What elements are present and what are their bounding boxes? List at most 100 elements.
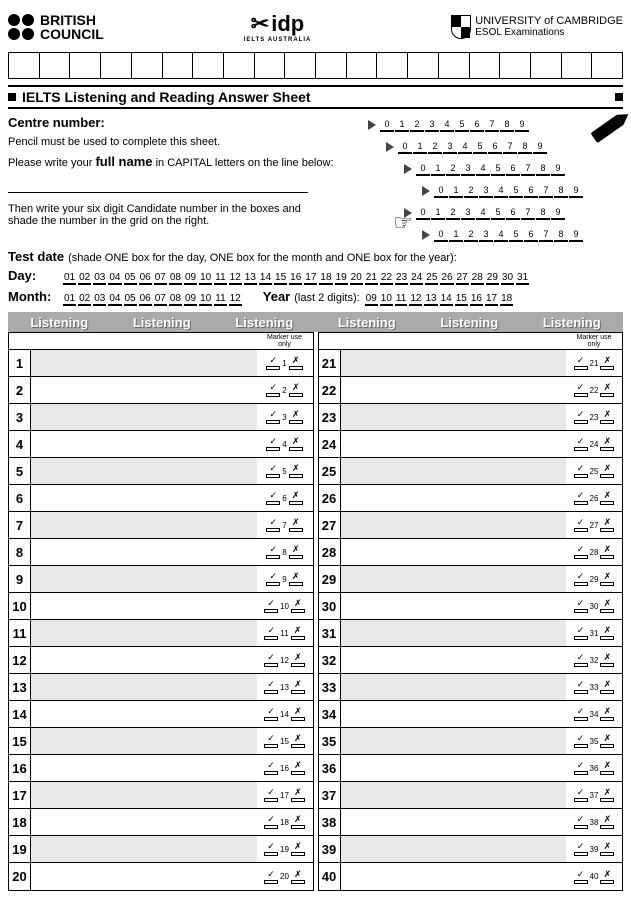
digit-bubble[interactable]: 3 <box>443 141 457 154</box>
digit-bubble[interactable]: 0 <box>434 185 448 198</box>
date-bubble[interactable]: 22 <box>380 272 393 285</box>
digit-bubble[interactable]: 5 <box>491 207 505 220</box>
answer-field[interactable] <box>31 674 257 700</box>
name-cell[interactable] <box>70 53 101 79</box>
answer-field[interactable] <box>31 431 257 457</box>
answer-field[interactable] <box>31 404 257 430</box>
digit-bubble[interactable]: 8 <box>554 229 568 242</box>
digit-bubble[interactable]: 5 <box>455 119 469 132</box>
digit-bubble[interactable]: 7 <box>539 229 553 242</box>
digit-bubble[interactable]: 3 <box>461 207 475 220</box>
name-cell[interactable] <box>132 53 163 79</box>
digit-bubble[interactable]: 3 <box>479 229 493 242</box>
date-bubble[interactable]: 06 <box>139 272 152 285</box>
date-bubble[interactable]: 24 <box>410 272 423 285</box>
date-bubble[interactable]: 13 <box>244 272 257 285</box>
name-cell[interactable] <box>470 53 501 79</box>
digit-bubble[interactable]: 4 <box>458 141 472 154</box>
answer-field[interactable] <box>31 512 257 538</box>
date-bubble[interactable]: 11 <box>214 272 226 285</box>
digit-bubble[interactable]: 9 <box>569 185 583 198</box>
answer-field[interactable] <box>341 782 567 808</box>
digit-bubble[interactable]: 6 <box>488 141 502 154</box>
digit-bubble[interactable]: 3 <box>461 163 475 176</box>
digit-bubble[interactable]: 7 <box>503 141 517 154</box>
digit-bubble[interactable]: 9 <box>569 229 583 242</box>
date-bubble[interactable]: 28 <box>471 272 484 285</box>
date-bubble[interactable]: 08 <box>169 293 182 306</box>
date-bubble[interactable]: 17 <box>304 272 317 285</box>
date-bubble[interactable]: 01 <box>63 293 76 306</box>
digit-bubble[interactable]: 0 <box>416 163 430 176</box>
digit-bubble[interactable]: 4 <box>476 163 490 176</box>
date-bubble[interactable]: 05 <box>124 272 137 285</box>
digit-bubble[interactable]: 3 <box>425 119 439 132</box>
digit-bubble[interactable]: 9 <box>533 141 547 154</box>
digit-bubble[interactable]: 6 <box>506 207 520 220</box>
digit-bubble[interactable]: 6 <box>470 119 484 132</box>
digit-bubble[interactable]: 5 <box>473 141 487 154</box>
date-bubble[interactable]: 15 <box>274 272 287 285</box>
answer-field[interactable] <box>341 674 567 700</box>
name-line[interactable] <box>8 179 308 193</box>
digit-bubble[interactable]: 7 <box>539 185 553 198</box>
date-bubble[interactable]: 16 <box>470 293 483 306</box>
answer-field[interactable] <box>31 350 257 376</box>
date-bubble[interactable]: 13 <box>424 293 437 306</box>
digit-bubble[interactable]: 7 <box>521 207 535 220</box>
name-cell[interactable] <box>592 53 623 79</box>
date-bubble[interactable]: 31 <box>516 272 529 285</box>
digit-bubble[interactable]: 4 <box>440 119 454 132</box>
answer-field[interactable] <box>31 701 257 727</box>
date-bubble[interactable]: 25 <box>425 272 438 285</box>
answer-field[interactable] <box>31 458 257 484</box>
name-cell[interactable] <box>285 53 316 79</box>
answer-field[interactable] <box>31 755 257 781</box>
date-bubble[interactable]: 05 <box>124 293 137 306</box>
digit-bubble[interactable]: 5 <box>509 229 523 242</box>
digit-bubble[interactable]: 4 <box>476 207 490 220</box>
digit-bubble[interactable]: 0 <box>380 119 394 132</box>
date-bubble[interactable]: 03 <box>93 293 106 306</box>
date-bubble[interactable]: 09 <box>184 293 197 306</box>
date-bubble[interactable]: 03 <box>93 272 106 285</box>
name-cell[interactable] <box>224 53 255 79</box>
answer-field[interactable] <box>341 377 567 403</box>
date-bubble[interactable]: 09 <box>184 272 197 285</box>
date-bubble[interactable]: 18 <box>500 293 513 306</box>
answer-field[interactable] <box>341 647 567 673</box>
digit-bubble[interactable]: 8 <box>554 185 568 198</box>
answer-field[interactable] <box>31 566 257 592</box>
answer-field[interactable] <box>341 809 567 835</box>
answer-field[interactable] <box>31 485 257 511</box>
answer-field[interactable] <box>31 782 257 808</box>
digit-bubble[interactable]: 1 <box>395 119 409 132</box>
answer-field[interactable] <box>341 755 567 781</box>
digit-bubble[interactable]: 4 <box>494 185 508 198</box>
digit-bubble[interactable]: 2 <box>446 163 460 176</box>
name-cell[interactable] <box>316 53 347 79</box>
answer-field[interactable] <box>341 431 567 457</box>
date-bubble[interactable]: 11 <box>395 293 407 306</box>
date-bubble[interactable]: 30 <box>501 272 514 285</box>
name-cell[interactable] <box>255 53 286 79</box>
answer-field[interactable] <box>341 701 567 727</box>
digit-bubble[interactable]: 3 <box>479 185 493 198</box>
digit-bubble[interactable]: 6 <box>524 185 538 198</box>
digit-bubble[interactable]: 5 <box>509 185 523 198</box>
digit-bubble[interactable]: 1 <box>449 229 463 242</box>
digit-bubble[interactable]: 1 <box>431 163 445 176</box>
date-bubble[interactable]: 10 <box>380 293 393 306</box>
date-bubble[interactable]: 15 <box>455 293 468 306</box>
digit-bubble[interactable]: 8 <box>536 163 550 176</box>
answer-field[interactable] <box>31 836 257 862</box>
date-bubble[interactable]: 09 <box>365 293 378 306</box>
answer-field[interactable] <box>341 458 567 484</box>
digit-bubble[interactable]: 8 <box>536 207 550 220</box>
digit-bubble[interactable]: 8 <box>500 119 514 132</box>
digit-bubble[interactable]: 1 <box>431 207 445 220</box>
digit-bubble[interactable]: 9 <box>515 119 529 132</box>
name-cell[interactable] <box>500 53 531 79</box>
answer-field[interactable] <box>341 566 567 592</box>
name-cell[interactable] <box>439 53 470 79</box>
